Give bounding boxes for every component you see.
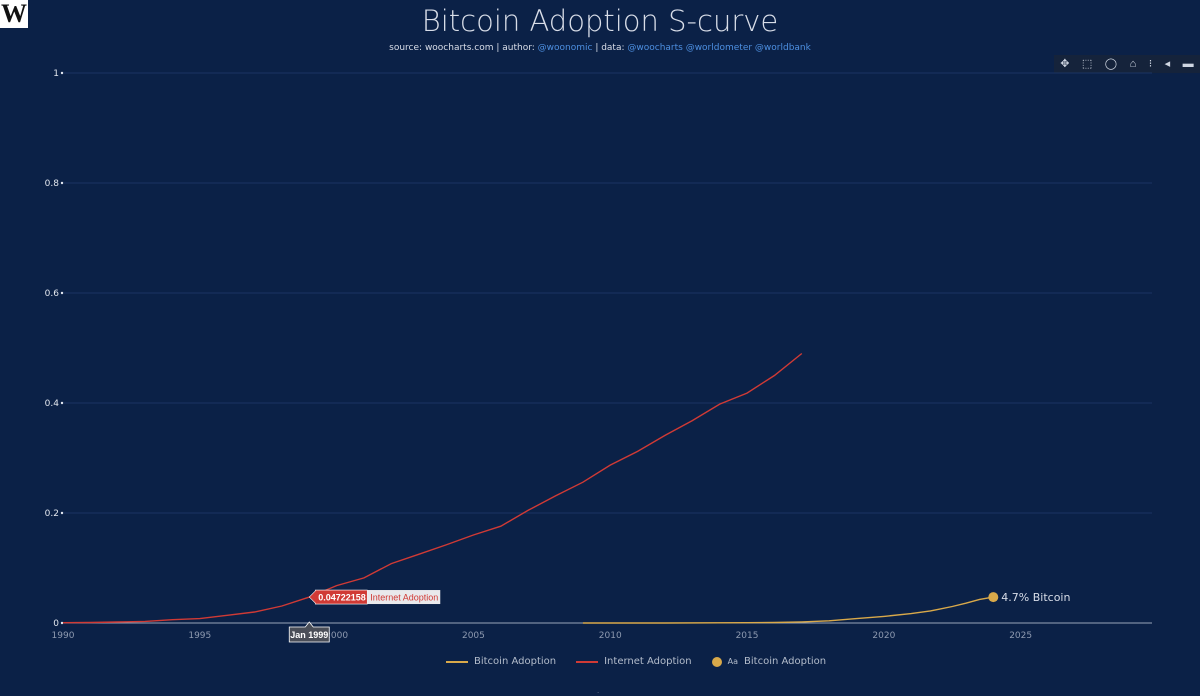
y-tick-mark bbox=[60, 511, 64, 515]
y-axis-ticks: 0 0.2 0.4 0.6 0.8 1 bbox=[45, 69, 64, 629]
hover-compare-icon[interactable]: ▬ bbox=[1182, 58, 1194, 70]
modebar: ✥ ⬚ ◯ ⌂ ⁝ ◂ ▬ bbox=[1054, 55, 1200, 73]
hover-series-text: Internet Adoption bbox=[370, 593, 438, 603]
hover-value-box bbox=[308, 589, 368, 605]
hover-date-box bbox=[288, 621, 330, 643]
series-line-bitcoin-adoption[interactable] bbox=[582, 596, 994, 624]
legend-aa-text: Aa bbox=[727, 657, 739, 666]
chart-title: Bitcoin Adoption S-curve bbox=[421, 4, 779, 38]
legend-item-internet[interactable]: Internet Adoption bbox=[576, 656, 692, 667]
chart-subtitle: source: woocharts.com | author: @woonomi… bbox=[0, 43, 1200, 53]
box-select-icon[interactable]: ⬚ bbox=[1081, 58, 1093, 70]
subtitle-source-prefix: source: bbox=[389, 43, 425, 53]
y-tick-label: 0.8 bbox=[45, 179, 60, 189]
legend-item-bitcoin[interactable]: Bitcoin Adoption bbox=[446, 656, 556, 667]
y-tick-label: 0.4 bbox=[45, 399, 60, 409]
reset-axes-home-icon[interactable]: ⌂ bbox=[1129, 58, 1137, 70]
hover-date-text: Jan 1999 bbox=[290, 630, 328, 640]
subtitle-data-label: | data: bbox=[592, 43, 628, 53]
x-tick-label: 2005 bbox=[462, 631, 485, 641]
x-axis-ticks: 1990 1995 2000 2005 2010 2015 2020 2025 bbox=[52, 631, 1033, 641]
legend-internet-label: Internet Adoption bbox=[604, 656, 692, 667]
y-tick-mark bbox=[60, 291, 64, 295]
subtitle-source: woocharts.com bbox=[424, 43, 494, 53]
y-tick-label: 0 bbox=[53, 619, 59, 629]
subtitle-data-links[interactable]: @woocharts @worldometer @worldbank bbox=[627, 43, 811, 53]
x-tick-label: 1995 bbox=[188, 631, 211, 641]
legend-bitcoin-swatch bbox=[446, 660, 468, 663]
end-marker-group: 4.7% Bitcoin bbox=[988, 591, 1070, 604]
legend-bitcoin-label: Bitcoin Adoption bbox=[474, 656, 557, 667]
pan-icon[interactable]: ✥ bbox=[1060, 58, 1070, 70]
x-tick-label: 1990 bbox=[52, 631, 75, 641]
y-tick-label: 0.2 bbox=[45, 509, 59, 519]
legend-item-bitcoin-marker[interactable]: Aa Bitcoin Adoption bbox=[711, 656, 827, 667]
y-tick-mark bbox=[60, 181, 64, 185]
x-tick-label: 2025 bbox=[1009, 631, 1032, 641]
legend-bitcoin-marker-label: Bitcoin Adoption bbox=[744, 656, 827, 667]
hover-tooltip: 0.04722158 Internet Adoption Jan 1999 bbox=[288, 589, 441, 643]
y-tick-mark bbox=[60, 71, 64, 75]
x-tick-label: 2000 bbox=[325, 631, 348, 641]
bottom-dot: . bbox=[597, 686, 599, 695]
y-tick-mark bbox=[60, 401, 64, 405]
bitcoin-end-label: 4.7% Bitcoin bbox=[1001, 591, 1070, 604]
x-tick-label: 2015 bbox=[736, 631, 759, 641]
bitcoin-end-marker[interactable] bbox=[988, 592, 999, 603]
legend-internet-swatch bbox=[576, 660, 599, 663]
hover-value-text: 0.04722158 bbox=[318, 593, 366, 603]
gridlines bbox=[63, 72, 1152, 514]
spike-lines-icon[interactable]: ⁝ bbox=[1148, 58, 1153, 70]
x-tick-label: 2020 bbox=[872, 631, 895, 641]
y-tick-label: 0.6 bbox=[45, 289, 60, 299]
legend: Bitcoin Adoption Internet Adoption Aa Bi… bbox=[446, 656, 826, 667]
woocharts-logo: W bbox=[0, 0, 28, 28]
series-line-internet-adoption[interactable] bbox=[62, 352, 803, 624]
legend-marker-swatch bbox=[711, 656, 722, 667]
y-tick-label: 1 bbox=[53, 69, 59, 79]
lasso-select-icon[interactable]: ◯ bbox=[1104, 58, 1118, 70]
x-tick-label: 2010 bbox=[599, 631, 622, 641]
series-lines bbox=[62, 352, 994, 624]
y-tick-mark bbox=[60, 621, 64, 625]
subtitle-author-label: | author: bbox=[493, 43, 538, 53]
subtitle-author-link[interactable]: @woonomic bbox=[537, 43, 593, 53]
hover-closest-icon[interactable]: ◂ bbox=[1164, 58, 1171, 70]
hover-series-box bbox=[367, 590, 441, 605]
